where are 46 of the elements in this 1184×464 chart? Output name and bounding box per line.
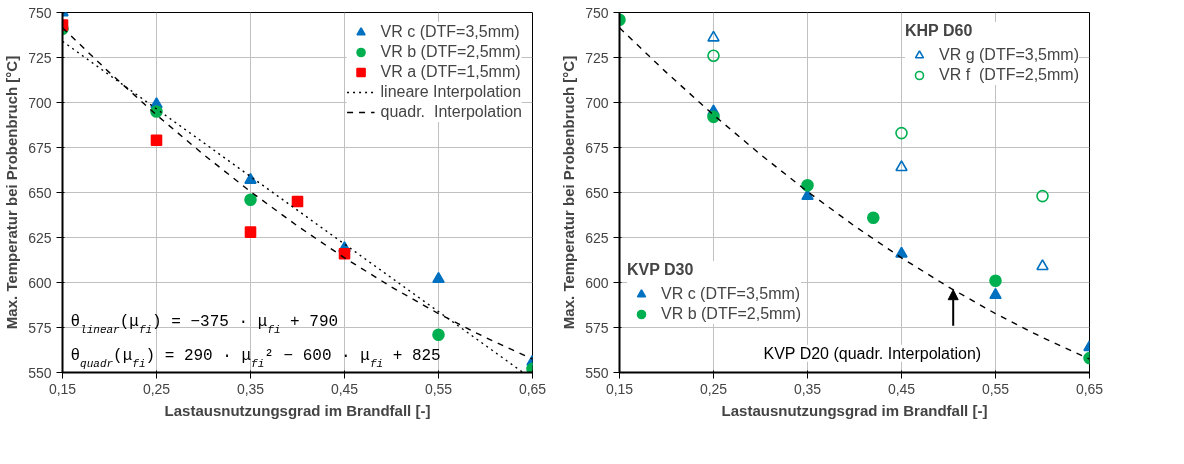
legend-label: VR b (DTF=2,5mm) <box>661 305 802 323</box>
x-tick-label: 0,45 <box>887 380 916 397</box>
text: KVP D30 <box>627 261 694 278</box>
x-axis-title: Lastausnutzungsgrad im Brandfall [-] <box>721 401 988 419</box>
y-tick-label: 650 <box>28 184 52 201</box>
y-tick-label: 625 <box>585 229 609 246</box>
x-tick-label: 0,35 <box>236 380 265 397</box>
legend-label: VR c (DTF=3,5mm) <box>661 285 801 303</box>
y-tick-label: 600 <box>585 274 609 291</box>
x-tick-label: 0,55 <box>424 380 453 397</box>
x-tick-label: 0,25 <box>699 380 728 397</box>
legend-label: VR a (DTF=1,5mm) <box>380 63 521 81</box>
y-tick-label: 725 <box>585 49 609 66</box>
y-tick-label: 700 <box>585 94 609 111</box>
y-tick-label: 575 <box>28 319 52 336</box>
y-tick-label: 550 <box>585 364 609 381</box>
y-tick-label: 700 <box>28 94 52 111</box>
x-axis-title: Lastausnutzungsgrad im Brandfall [-] <box>164 401 431 419</box>
legend-label: VR g (DTF=3,5mm) <box>938 46 1079 64</box>
y-axis-title: Max. Temperatur bei Probenbruch [°C] <box>3 55 21 330</box>
legend-label: VR c (DTF=3,5mm) <box>380 23 520 41</box>
x-tick-label: 0,35 <box>793 380 822 397</box>
y-axis-title: Max. Temperatur bei Probenbruch [°C] <box>560 55 578 330</box>
y-tick-label: 625 <box>28 229 52 246</box>
x-tick-label: 0,15 <box>605 380 634 397</box>
y-tick-label: 725 <box>28 49 52 66</box>
x-tick-label: 0,45 <box>330 380 359 397</box>
legend-label: lineare Interpolation <box>380 83 522 101</box>
legend-label: VR f (DTF=2,5mm) <box>938 66 1079 84</box>
y-tick-label: 675 <box>28 139 52 156</box>
y-tick-label: 650 <box>585 184 609 201</box>
x-tick-label: 0,55 <box>981 380 1010 397</box>
x-tick-label: 0,25 <box>142 380 171 397</box>
y-tick-label: 750 <box>28 4 52 21</box>
y-tick-label: 600 <box>28 274 52 291</box>
annotation: KVP D20 (quadr. Interpolation) <box>763 344 982 362</box>
y-tick-label: 675 <box>585 139 609 156</box>
y-tick-label: 550 <box>28 364 52 381</box>
text: KHP D60 <box>904 22 973 39</box>
y-tick-label: 575 <box>585 319 609 336</box>
legend-label: VR b (DTF=2,5mm) <box>380 43 521 61</box>
x-tick-label: 0,65 <box>1075 380 1104 397</box>
y-tick-label: 750 <box>585 4 609 21</box>
x-tick-label: 0,65 <box>518 380 547 397</box>
x-tick-label: 0,15 <box>48 380 77 397</box>
legend-label: quadr. Interpolation <box>380 103 522 121</box>
